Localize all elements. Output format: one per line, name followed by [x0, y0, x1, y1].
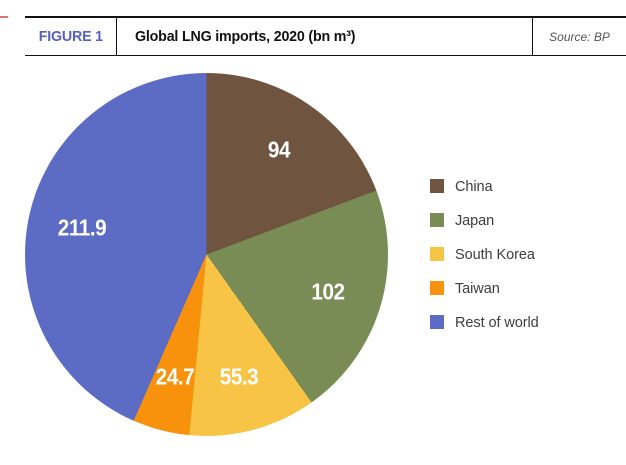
pie-chart [25, 73, 388, 436]
pie-slice-label-taiwan: 24.7 [155, 363, 194, 390]
legend-item-rest-of-world: Rest of world [430, 313, 541, 331]
legend-item-china: China [430, 177, 541, 195]
legend-swatch-icon [430, 281, 444, 295]
pie-slice-label-china: 94 [267, 136, 291, 163]
legend-item-japan: Japan [430, 211, 541, 229]
legend-item-taiwan: Taiwan [430, 279, 541, 297]
pie-slice-label-japan: 102 [311, 278, 345, 305]
legend-label: Japan [455, 211, 495, 229]
chart-title-cell: Global LNG imports, 2020 (bn m³) [117, 18, 533, 55]
legend: China Japan South Korea Taiwan Rest of world [430, 178, 541, 348]
figure-badge: FIGURE 1 [25, 18, 117, 55]
source-label: Source: BP [549, 29, 610, 44]
figure-label: FIGURE 1 [38, 28, 103, 45]
pie-slice-label-south-korea: 55.3 [220, 363, 259, 390]
page-edge-tick [0, 16, 8, 18]
legend-swatch-icon [430, 247, 444, 261]
legend-label: South Korea [455, 245, 535, 263]
figure-header: FIGURE 1 Global LNG imports, 2020 (bn m³… [25, 16, 626, 56]
legend-swatch-icon [430, 179, 444, 193]
legend-label: Taiwan [455, 279, 500, 297]
chart-title: Global LNG imports, 2020 (bn m³) [135, 28, 356, 45]
legend-swatch-icon [430, 315, 444, 329]
source-cell: Source: BP [533, 18, 626, 55]
pie-slice-label-rest-of-world: 211.9 [57, 214, 107, 241]
pie-chart-area: 94 102 55.3 24.7 211.9 [25, 73, 388, 436]
legend-label: Rest of world [455, 313, 539, 331]
legend-swatch-icon [430, 213, 444, 227]
legend-item-south-korea: South Korea [430, 245, 541, 263]
legend-label: China [455, 177, 493, 195]
